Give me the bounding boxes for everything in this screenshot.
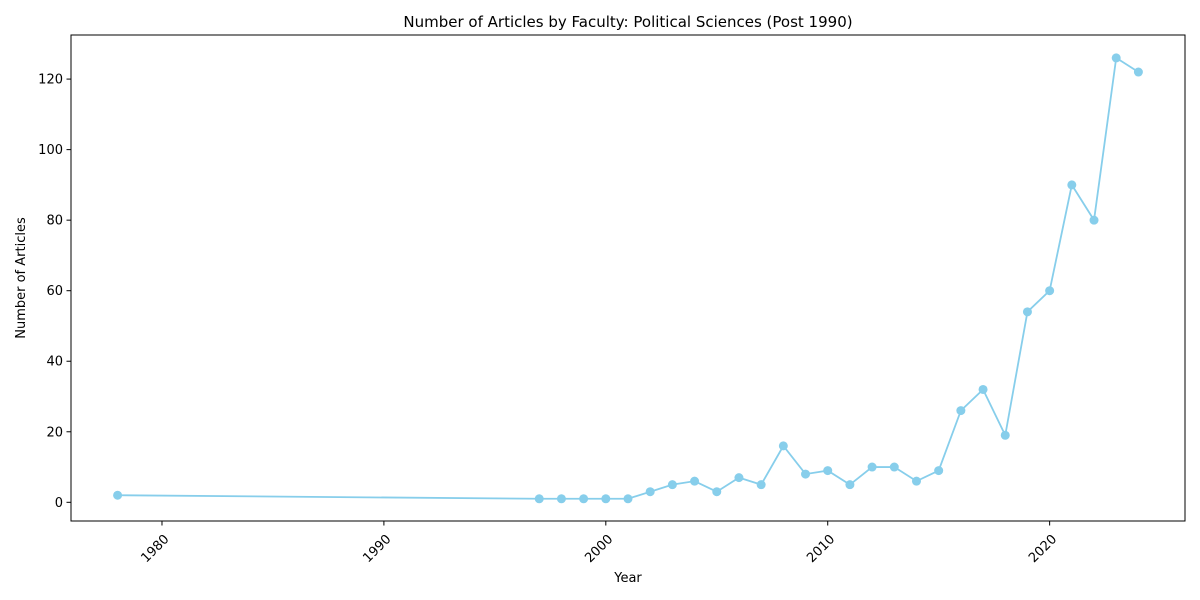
data-point: [734, 473, 744, 483]
data-point: [534, 494, 544, 504]
data-point: [556, 494, 566, 504]
data-point: [601, 494, 611, 504]
x-tick-label: 2020: [1026, 532, 1060, 566]
y-tick-label: 40: [46, 355, 63, 370]
data-point: [1133, 67, 1143, 77]
data-point: [778, 441, 788, 451]
y-tick-label: 120: [38, 73, 63, 88]
data-point: [667, 480, 677, 490]
data-point: [1089, 215, 1099, 225]
data-point: [956, 406, 966, 416]
plot-area: [113, 53, 1143, 504]
axes-frame: [70, 34, 1186, 522]
data-point: [623, 494, 633, 504]
y-tick-label: 0: [55, 496, 63, 511]
data-point: [756, 480, 766, 490]
data-point: [690, 476, 700, 486]
data-point: [579, 494, 589, 504]
y-tick-label: 20: [46, 425, 63, 440]
data-point: [1022, 307, 1032, 317]
series-line: [117, 56, 1139, 500]
data-point: [1045, 286, 1055, 296]
y-axis: 0 20 40 60 80 100 120: [38, 73, 71, 511]
data-point: [801, 469, 811, 479]
data-point: [1111, 53, 1121, 63]
data-point: [645, 487, 655, 497]
y-axis-label: Number of Articles: [14, 217, 29, 339]
data-point: [934, 466, 944, 476]
x-axis: 1980 1990 2000 2010 2020: [138, 521, 1060, 566]
data-point: [113, 490, 123, 500]
x-tick-label: 1990: [360, 532, 394, 566]
data-point: [845, 480, 855, 490]
data-point: [889, 462, 899, 472]
x-tick-label: 2010: [804, 532, 838, 566]
x-tick-label: 1980: [138, 532, 172, 566]
data-point: [823, 466, 833, 476]
data-point: [1000, 430, 1010, 440]
chart-title: Number of Articles by Faculty: Political…: [403, 13, 852, 31]
x-tick-label: 2000: [582, 532, 616, 566]
y-tick-label: 80: [46, 214, 63, 229]
data-point: [867, 462, 877, 472]
y-tick-label: 60: [46, 284, 63, 299]
data-point: [978, 384, 988, 394]
y-tick-label: 100: [38, 143, 63, 158]
data-point: [1067, 180, 1077, 190]
data-point: [712, 487, 722, 497]
x-axis-label: Year: [613, 571, 642, 586]
data-point: [911, 476, 921, 486]
